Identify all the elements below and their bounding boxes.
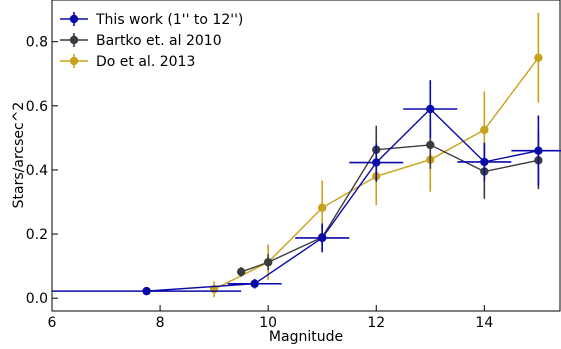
data-point (142, 286, 151, 296)
legend-swatch-marker (69, 56, 79, 66)
y-tick-label: 0.0 (26, 291, 48, 307)
series-line (240, 144, 539, 273)
axis-ticks: 6 8 10 12 14 0.0 0.2 0.4 0.6 0.8 (26, 35, 494, 331)
data-point (534, 146, 543, 155)
legend: This work (1'' to 12'') Bartko et. al 201… (60, 12, 243, 70)
data-point (426, 104, 435, 114)
data-point (480, 125, 489, 135)
y-tick-label: 0.6 (26, 99, 48, 115)
legend-swatch-marker (69, 35, 79, 45)
data-series (52, 12, 561, 298)
x-tick-label: 6 (48, 315, 57, 331)
x-axis-label: Magnitude (269, 329, 343, 345)
x-tick-label: 8 (156, 315, 165, 331)
legend-entry: This work (1'' to 12'') (60, 12, 243, 28)
y-tick-label: 0.2 (26, 227, 48, 243)
series-0 (52, 80, 561, 296)
x-tick-label: 12 (367, 315, 385, 331)
legend-label: This work (1'' to 12'') (95, 12, 243, 28)
legend-label: Bartko et. al 2010 (96, 33, 222, 49)
data-point (250, 279, 259, 288)
data-point (372, 158, 381, 167)
series-1 (236, 120, 543, 277)
plot-area-frame (51, 0, 561, 312)
legend-entry: Bartko et. al 2010 (60, 33, 222, 49)
data-point (534, 53, 543, 62)
legend-swatch-marker (69, 14, 79, 24)
y-axis-label: Stars/arcsec^2 (11, 102, 27, 209)
data-point (480, 157, 489, 167)
data-point (263, 258, 273, 267)
x-tick-label: 14 (475, 315, 493, 331)
x-tick-label: 10 (259, 315, 277, 331)
y-tick-label: 0.4 (26, 163, 48, 179)
data-point (318, 233, 327, 243)
legend-entry: Do et al. 2013 (60, 54, 195, 70)
y-tick-label: 0.8 (26, 35, 48, 51)
legend-label: Do et al. 2013 (96, 54, 195, 70)
series-line (146, 108, 539, 292)
data-point (318, 203, 327, 212)
data-point (236, 267, 246, 277)
data-point (426, 140, 435, 150)
